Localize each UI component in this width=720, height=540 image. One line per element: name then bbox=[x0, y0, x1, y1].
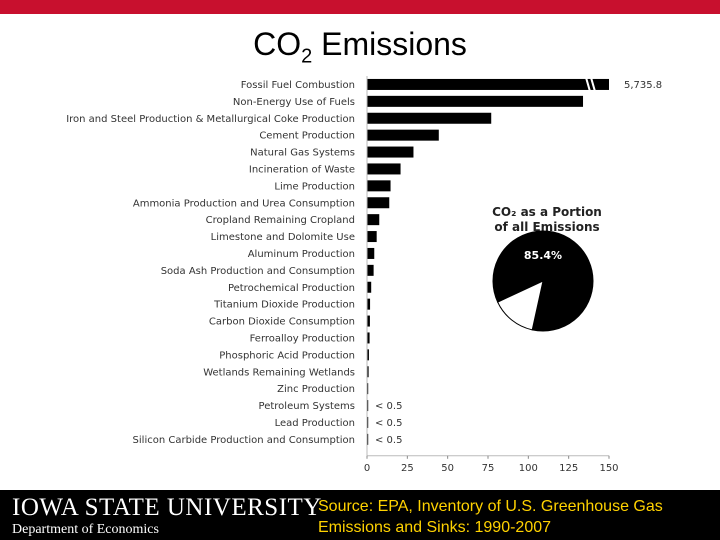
category-label: Cement Production bbox=[259, 131, 355, 142]
value-label: < 0.5 bbox=[375, 401, 402, 412]
bar bbox=[367, 247, 375, 259]
x-tick-label: 150 bbox=[599, 463, 618, 474]
source-citation: Source: EPA, Inventory of U.S. Greenhous… bbox=[318, 496, 718, 538]
pie-slice bbox=[497, 280, 544, 331]
x-tick-label: 100 bbox=[519, 463, 538, 474]
category-label: Limestone and Dolomite Use bbox=[211, 232, 355, 243]
emissions-bar-chart: Fossil Fuel Combustion 5,735.8 Non-Energy … bbox=[66, 76, 662, 474]
x-tick-label: 125 bbox=[559, 463, 578, 474]
page-title: CO2 Emissions bbox=[253, 26, 467, 68]
x-tick-label: 0 bbox=[364, 463, 370, 474]
bar bbox=[367, 180, 391, 192]
university-logo-text: IOWA STATE UNIVERSITY bbox=[12, 494, 322, 521]
bar bbox=[367, 281, 372, 293]
category-label: Fossil Fuel Combustion bbox=[241, 80, 355, 91]
bar bbox=[367, 197, 390, 209]
category-label: Soda Ash Production and Consumption bbox=[161, 266, 355, 277]
x-tick-label: 50 bbox=[441, 463, 454, 474]
pie-title-line-2: of all Emissions bbox=[494, 220, 599, 234]
axis-break-mark bbox=[590, 77, 596, 92]
bar bbox=[367, 78, 609, 90]
category-label: Non-Energy Use of Fuels bbox=[233, 97, 355, 108]
source-line-1: Source: EPA, Inventory of U.S. Greenhous… bbox=[318, 498, 663, 515]
category-label: Aluminum Production bbox=[248, 249, 355, 260]
bar bbox=[367, 214, 380, 226]
category-label: Carbon Dioxide Consumption bbox=[209, 317, 355, 328]
bar bbox=[367, 366, 369, 378]
bar bbox=[367, 433, 369, 445]
bar bbox=[367, 416, 369, 428]
pie-slice bbox=[492, 230, 594, 332]
bar bbox=[367, 163, 401, 175]
department-label: Department of Economics bbox=[12, 522, 159, 537]
bar bbox=[367, 332, 370, 344]
source-line-2: Emissions and Sinks: 1990-2007 bbox=[318, 519, 552, 536]
x-tick-label: 25 bbox=[401, 463, 414, 474]
x-tick-label: 75 bbox=[482, 463, 495, 474]
bar bbox=[367, 231, 377, 243]
value-label: 5,735.8 bbox=[624, 80, 662, 91]
bar bbox=[367, 129, 439, 141]
bar bbox=[367, 349, 369, 361]
pie-title-line-1: CO₂ as a Portion bbox=[492, 205, 602, 219]
axis-break-mark bbox=[585, 77, 591, 92]
footer-bar: IOWA STATE UNIVERSITY Department of Econ… bbox=[0, 490, 720, 540]
category-label: Lead Production bbox=[275, 418, 355, 429]
category-label: Natural Gas Systems bbox=[250, 148, 355, 159]
category-label: Lime Production bbox=[274, 181, 355, 192]
category-label: Incineration of Waste bbox=[249, 164, 355, 175]
category-label: Iron and Steel Production & Metallurgica… bbox=[66, 114, 355, 125]
category-label: Silicon Carbide Production and Consumpti… bbox=[133, 435, 355, 446]
value-label: < 0.5 bbox=[375, 435, 402, 446]
bar bbox=[367, 315, 370, 327]
category-label: Petrochemical Production bbox=[228, 283, 355, 294]
category-label: Titanium Dioxide Production bbox=[213, 300, 355, 311]
top-accent-bar bbox=[0, 0, 720, 14]
pie-slice-label: 85.4% bbox=[524, 249, 562, 262]
category-label: Ferroalloy Production bbox=[250, 333, 355, 344]
category-label: Wetlands Remaining Wetlands bbox=[203, 367, 355, 378]
bar bbox=[367, 383, 369, 395]
category-label: Phosphoric Acid Production bbox=[219, 350, 355, 361]
value-label: < 0.5 bbox=[375, 418, 402, 429]
category-label: Zinc Production bbox=[277, 384, 355, 395]
bar bbox=[367, 298, 371, 310]
category-label: Cropland Remaining Cropland bbox=[206, 215, 355, 226]
bar bbox=[367, 264, 374, 276]
category-label: Ammonia Production and Urea Consumption bbox=[133, 198, 355, 209]
bar bbox=[367, 146, 414, 158]
bar bbox=[367, 95, 584, 107]
bar bbox=[367, 112, 492, 124]
bar bbox=[367, 400, 369, 412]
category-label: Petroleum Systems bbox=[259, 401, 355, 412]
